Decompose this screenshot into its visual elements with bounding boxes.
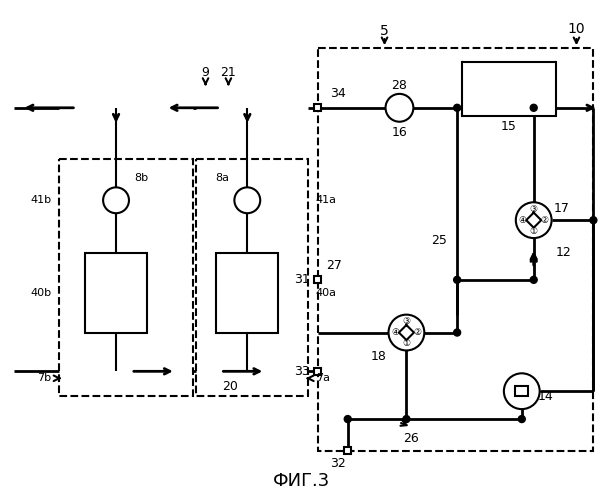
Text: 15: 15 xyxy=(501,120,517,132)
Text: 41b: 41b xyxy=(30,196,51,205)
Text: 5: 5 xyxy=(380,24,389,38)
Text: 26: 26 xyxy=(403,432,419,446)
Text: ④: ④ xyxy=(519,216,527,224)
Text: 40a: 40a xyxy=(316,288,337,298)
Circle shape xyxy=(530,104,537,112)
Text: 7b: 7b xyxy=(37,374,51,384)
Bar xyxy=(315,104,321,112)
Circle shape xyxy=(518,416,525,422)
Circle shape xyxy=(454,276,461,283)
Bar xyxy=(318,48,593,451)
Bar xyxy=(216,253,278,332)
Bar xyxy=(315,368,321,375)
Bar xyxy=(85,253,147,332)
Circle shape xyxy=(385,94,413,122)
Bar xyxy=(196,158,308,396)
Text: 20: 20 xyxy=(222,380,239,392)
Circle shape xyxy=(504,374,539,409)
Text: ③: ③ xyxy=(402,317,411,326)
Text: 8a: 8a xyxy=(216,174,230,184)
Circle shape xyxy=(103,188,129,213)
Text: 28: 28 xyxy=(391,80,407,92)
Text: ①: ① xyxy=(402,339,411,348)
Text: ②: ② xyxy=(541,216,549,224)
Text: 17: 17 xyxy=(554,202,570,214)
Text: 34: 34 xyxy=(330,88,345,101)
Text: 41a: 41a xyxy=(316,196,337,205)
Text: 16: 16 xyxy=(391,126,407,139)
Circle shape xyxy=(454,104,461,112)
Text: ④: ④ xyxy=(391,328,399,337)
Bar xyxy=(461,62,556,116)
Text: 18: 18 xyxy=(371,350,387,363)
Bar xyxy=(315,276,321,283)
Text: ①: ① xyxy=(530,227,538,236)
Text: 7a: 7a xyxy=(316,374,330,384)
Text: ФИГ.3: ФИГ.3 xyxy=(274,472,330,490)
Text: 32: 32 xyxy=(330,458,345,470)
Text: 33: 33 xyxy=(294,365,310,378)
Circle shape xyxy=(388,314,425,350)
Bar xyxy=(515,386,528,396)
Circle shape xyxy=(344,416,351,422)
Text: 31: 31 xyxy=(294,274,310,286)
Bar xyxy=(59,158,193,396)
Text: ②: ② xyxy=(414,328,422,337)
Text: 40b: 40b xyxy=(30,288,51,298)
Text: 12: 12 xyxy=(556,246,571,260)
Text: ③: ③ xyxy=(530,204,538,214)
Text: 21: 21 xyxy=(220,66,236,80)
Circle shape xyxy=(234,188,260,213)
Text: 14: 14 xyxy=(538,390,553,402)
Bar xyxy=(344,448,351,454)
Circle shape xyxy=(454,329,461,336)
Text: 9: 9 xyxy=(202,66,210,80)
Circle shape xyxy=(403,416,410,422)
Circle shape xyxy=(530,276,537,283)
Circle shape xyxy=(590,216,597,224)
Text: 10: 10 xyxy=(568,22,585,36)
Text: 8b: 8b xyxy=(134,174,148,184)
Circle shape xyxy=(516,202,551,238)
Text: 27: 27 xyxy=(326,260,342,272)
Text: 25: 25 xyxy=(431,234,447,246)
